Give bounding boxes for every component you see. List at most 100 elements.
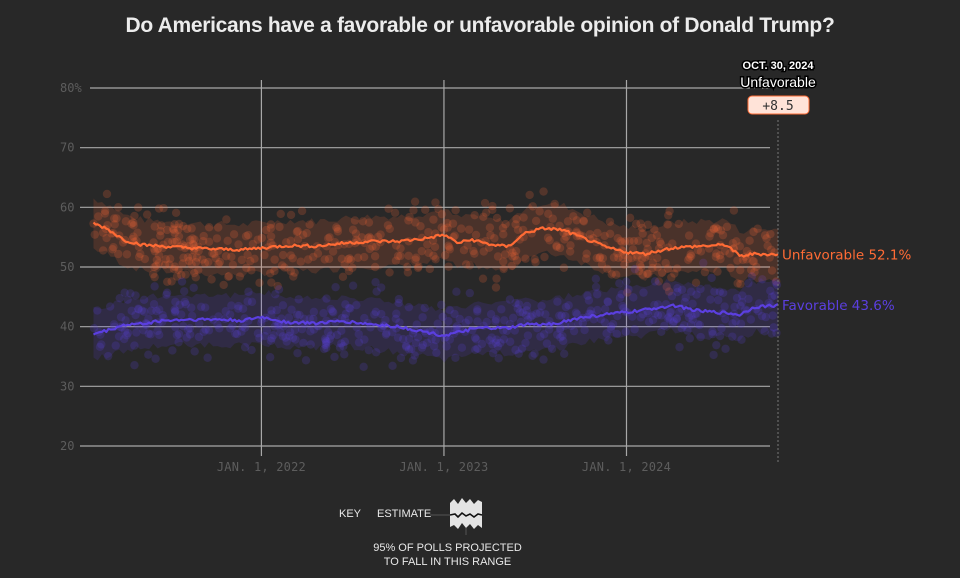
favorable-poll-dot — [518, 308, 527, 317]
favorable-poll-dot — [673, 287, 682, 297]
unfavorable-poll-dot — [565, 247, 575, 256]
unfavorable-poll-dot — [643, 269, 652, 278]
unfavorable-poll-dot — [157, 221, 166, 230]
favorable-poll-dot — [155, 305, 164, 314]
unfavorable-poll-dot — [662, 282, 671, 291]
annotation-date: OCT. 30, 2024 — [743, 60, 815, 72]
favorable-poll-dot — [636, 313, 645, 322]
unfavorable-poll-dot — [174, 225, 183, 234]
unfavorable-poll-dot — [174, 232, 184, 241]
unfavorable-poll-dot — [229, 230, 239, 239]
unfavorable-poll-dot — [738, 255, 748, 265]
favorable-poll-dot — [404, 302, 414, 312]
favorable-poll-dot — [443, 325, 453, 334]
unfavorable-poll-dot — [128, 234, 137, 244]
favorable-poll-dot — [767, 292, 777, 301]
favorable-poll-dot — [511, 298, 520, 308]
favorable-poll-dot — [679, 321, 689, 330]
unfavorable-poll-dot — [368, 242, 377, 251]
favorable-poll-dot — [335, 343, 345, 352]
favorable-poll-dot — [126, 289, 135, 298]
favorable-poll-dot — [187, 311, 197, 321]
unfavorable-poll-dot — [235, 272, 245, 281]
favorable-poll-dot — [715, 287, 725, 296]
favorable-poll-dot — [123, 328, 133, 338]
favorable-poll-dot — [744, 279, 753, 288]
favorable-poll-dot — [547, 344, 557, 354]
favorable-poll-dot — [321, 338, 331, 348]
favorable-poll-dot — [370, 310, 379, 319]
unfavorable-poll-dot — [179, 253, 188, 262]
unfavorable-poll-dot — [129, 221, 138, 230]
unfavorable-poll-dot — [266, 224, 276, 233]
unfavorable-poll-dot — [410, 197, 420, 206]
favorable-poll-dot — [407, 344, 416, 354]
unfavorable-poll-dot — [625, 237, 634, 246]
unfavorable-poll-dot — [461, 260, 471, 269]
unfavorable-poll-dot — [440, 250, 450, 260]
favorable-poll-dot — [93, 306, 102, 315]
favorable-poll-dot — [232, 329, 242, 339]
favorable-poll-dot — [737, 335, 746, 344]
favorable-poll-dot — [535, 308, 545, 317]
unfavorable-poll-dot — [552, 242, 561, 252]
favorable-poll-dot — [427, 334, 436, 344]
unfavorable-poll-dot — [333, 224, 342, 234]
favorable-poll-dot — [413, 333, 423, 342]
unfavorable-poll-dot — [661, 258, 670, 268]
unfavorable-poll-dot — [726, 263, 735, 273]
favorable-poll-dot — [522, 301, 532, 311]
unfavorable-poll-dot — [746, 265, 756, 275]
favorable-poll-dot — [444, 316, 453, 326]
unfavorable-poll-dot — [348, 225, 358, 234]
favorable-poll-dot — [105, 302, 115, 311]
favorable-poll-dot — [321, 336, 330, 345]
favorable-poll-dot — [177, 277, 187, 286]
unfavorable-poll-dot — [713, 267, 722, 276]
favorable-poll-dot — [465, 288, 475, 298]
favorable-poll-dot — [422, 338, 432, 347]
favorable-poll-dot — [240, 323, 250, 332]
favorable-poll-dot — [615, 279, 624, 288]
favorable-poll-dot — [359, 362, 368, 372]
unfavorable-poll-dot — [154, 204, 164, 213]
unfavorable-poll-dot — [192, 253, 202, 262]
favorable-poll-dot — [309, 307, 319, 317]
unfavorable-poll-dot — [631, 219, 641, 229]
unfavorable-poll-dot — [448, 219, 458, 228]
favorable-poll-dot — [508, 313, 518, 323]
unfavorable-poll-dot — [492, 274, 501, 283]
favorable-poll-dot — [269, 331, 278, 340]
favorable-poll-dot — [194, 332, 204, 342]
y-tick-label: 80% — [60, 81, 82, 95]
favorable-poll-dot — [344, 303, 354, 313]
favorable-poll-dot — [144, 329, 153, 338]
unfavorable-poll-dot — [643, 220, 653, 229]
unfavorable-poll-dot — [320, 255, 329, 264]
favorable-poll-dot — [131, 310, 140, 320]
unfavorable-poll-dot — [451, 205, 460, 215]
unfavorable-poll-dot — [221, 251, 231, 261]
unfavorable-poll-dot — [292, 227, 302, 237]
unfavorable-poll-dot — [185, 235, 195, 245]
favorable-poll-dot — [445, 305, 454, 315]
unfavorable-poll-dot — [373, 232, 383, 242]
unfavorable-poll-dot — [357, 233, 366, 242]
favorable-poll-dot — [285, 331, 294, 341]
unfavorable-poll-dot — [459, 246, 469, 255]
favorable-poll-dot — [325, 334, 334, 344]
favorable-poll-dot — [299, 338, 308, 348]
favorable-poll-dot — [320, 334, 330, 343]
favorable-poll-dot — [493, 342, 503, 351]
favorable-poll-dot — [761, 312, 771, 322]
favorable-poll-dot — [488, 340, 497, 349]
unfavorable-poll-dot — [545, 236, 554, 245]
unfavorable-poll-dot — [183, 253, 193, 262]
unfavorable-poll-dot — [110, 220, 119, 229]
favorable-poll-dot — [442, 342, 451, 351]
unfavorable-poll-dot — [214, 259, 223, 269]
unfavorable-poll-dot — [188, 252, 197, 262]
unfavorable-poll-dot — [733, 256, 742, 265]
unfavorable-poll-dot — [632, 253, 642, 262]
unfavorable-poll-dot — [325, 233, 334, 242]
